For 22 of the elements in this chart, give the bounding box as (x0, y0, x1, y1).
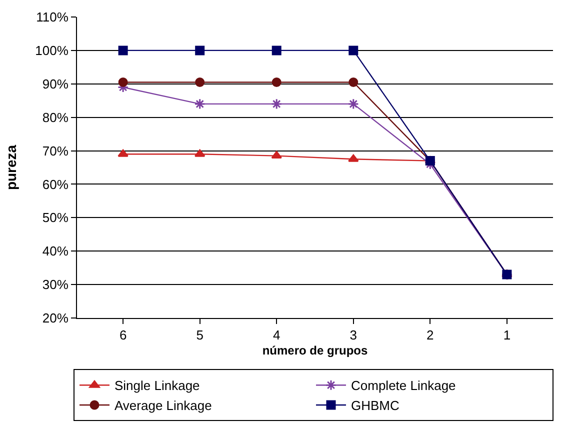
y-axis-title: pureza (2, 144, 19, 190)
x-tick-label: 3 (350, 328, 358, 343)
y-tick-label: 80% (42, 110, 69, 125)
y-tick-label: 110% (36, 10, 69, 25)
x-tick-label: 1 (503, 328, 511, 343)
y-tick-label: 40% (42, 244, 69, 259)
y-tick-label: 30% (42, 277, 69, 292)
y-tick-label: 100% (35, 42, 69, 58)
x-tick-label: 6 (119, 328, 127, 343)
y-tick-label: 90% (42, 76, 69, 92)
y-tick-label: 20% (42, 310, 69, 326)
legend-label: Complete Linkage (351, 378, 456, 394)
y-tick-label: 50% (42, 210, 69, 226)
legend-label: GHBMC (351, 398, 400, 414)
y-tick-label: 60% (42, 176, 69, 192)
legend-label: Average Linkage (114, 398, 212, 414)
x-axis-title: número de grupos (262, 344, 368, 358)
x-tick-label: 4 (272, 328, 280, 343)
y-tick-label: 70% (42, 143, 69, 158)
x-tick-label: 2 (426, 328, 434, 343)
x-tick-label: 5 (196, 328, 204, 343)
legend-label: Single Linkage (114, 378, 200, 394)
